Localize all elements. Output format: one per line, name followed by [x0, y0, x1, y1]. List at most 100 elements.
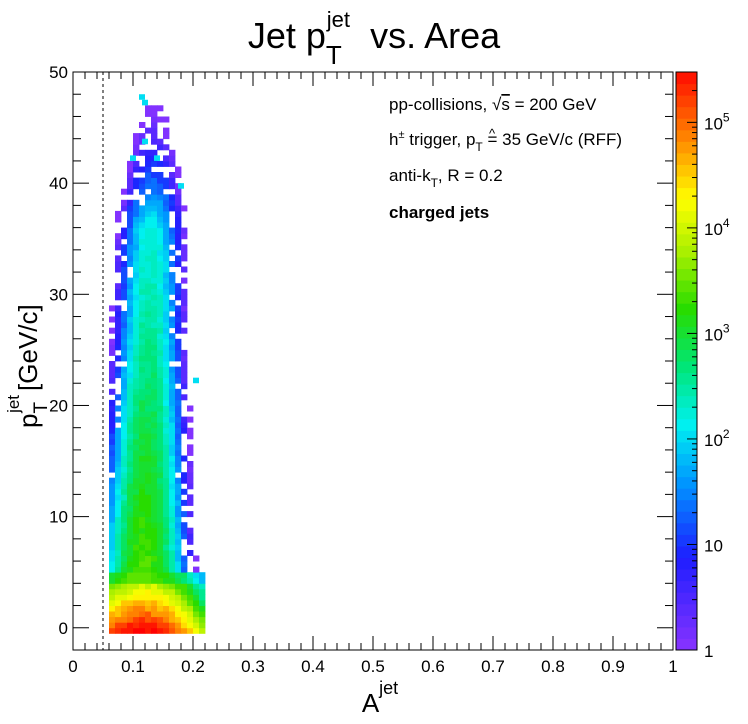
heatmap-cell — [115, 438, 122, 445]
heatmap-cell — [163, 622, 170, 629]
heatmap-cell — [127, 177, 134, 184]
heatmap-cell — [121, 272, 128, 279]
heatmap-cell — [133, 183, 140, 190]
heatmap-cell — [151, 627, 158, 634]
heatmap-cell — [151, 416, 158, 423]
heatmap-cell — [109, 561, 116, 568]
heatmap-cell — [109, 416, 116, 423]
heatmap-cell — [133, 600, 140, 606]
heatmap-cell — [139, 483, 146, 490]
heatmap-cell — [145, 316, 152, 323]
heatmap-cell — [139, 133, 146, 140]
heatmap-cell — [133, 294, 140, 301]
heatmap-cell — [145, 283, 152, 290]
heatmap-cell — [133, 550, 140, 556]
heatmap-cell — [169, 422, 176, 429]
heatmap-cell — [181, 416, 188, 423]
heatmap-cell — [109, 344, 116, 351]
heatmap-cell — [139, 516, 146, 523]
heatmap-cell — [115, 333, 122, 340]
heatmap-cell — [163, 127, 170, 134]
heatmap-cell — [169, 577, 176, 584]
heatmap-cell — [133, 494, 140, 501]
heatmap-cell — [151, 605, 158, 612]
heatmap-cell — [139, 466, 146, 473]
y-tick-label: 50 — [49, 63, 68, 82]
heatmap-cell — [175, 199, 182, 206]
heatmap-cell — [163, 611, 170, 618]
x-tick-label: 0.3 — [241, 657, 265, 676]
heatmap-cell — [169, 516, 176, 523]
heatmap-cell — [181, 472, 188, 479]
heatmap-cell — [151, 233, 158, 240]
heatmap-cell — [139, 583, 146, 590]
heatmap-cell — [163, 577, 170, 584]
heatmap-cell — [127, 583, 134, 590]
heatmap-cell — [139, 611, 146, 618]
heatmap-cell — [169, 394, 176, 401]
color-bin — [676, 222, 697, 235]
heatmap-cell — [157, 544, 164, 551]
heatmap-cell — [127, 438, 134, 445]
y-tick-label: 0 — [59, 619, 68, 638]
color-bin — [676, 326, 697, 339]
heatmap-cell — [139, 377, 146, 384]
heatmap-cell — [163, 266, 170, 273]
heatmap-cell — [157, 449, 164, 456]
color-bin — [676, 407, 697, 420]
heatmap-cell — [169, 416, 176, 423]
heatmap-cell — [163, 349, 170, 356]
heatmap-cell — [157, 227, 164, 234]
heatmap-cell — [139, 205, 146, 212]
heatmap-cell — [139, 349, 146, 356]
heatmap-cell — [127, 522, 134, 529]
color-bin — [676, 569, 697, 582]
heatmap-cell — [151, 305, 158, 312]
color-bin — [676, 615, 697, 628]
heatmap-cell — [157, 333, 164, 340]
heatmap-cell — [133, 511, 140, 518]
x-tick-label: 0.2 — [181, 657, 205, 676]
heatmap-cell — [109, 533, 116, 540]
heatmap-cell — [115, 283, 122, 290]
heatmap-cell — [151, 227, 158, 234]
heatmap-cell — [139, 333, 146, 340]
heatmap-cell — [127, 188, 134, 195]
heatmap-cell — [181, 316, 188, 323]
heatmap-cell — [127, 588, 134, 595]
heatmap-cell — [181, 499, 188, 506]
heatmap-cell — [127, 377, 134, 384]
heatmap-cell — [163, 327, 170, 334]
heatmap-cell — [139, 372, 146, 379]
heatmap-cell — [163, 333, 170, 340]
heatmap-cell — [109, 411, 116, 417]
heatmap-cell — [127, 261, 134, 267]
heatmap-cell — [109, 583, 116, 590]
heatmap-cell — [145, 494, 152, 501]
heatmap-cell — [175, 522, 182, 529]
heatmap-cell — [139, 344, 146, 351]
heatmap-cell — [127, 227, 134, 234]
heatmap-cell — [157, 355, 164, 362]
heatmap-cell — [157, 183, 164, 190]
heatmap-cell — [121, 227, 128, 234]
heatmap-cell — [121, 583, 128, 590]
heatmap-cell — [163, 533, 170, 540]
heatmap-cell — [127, 210, 134, 217]
heatmap-cell — [145, 505, 152, 512]
heatmap-cell — [121, 311, 128, 317]
heatmap-cell — [181, 366, 188, 373]
heatmap-cell — [115, 561, 122, 568]
heatmap-cell — [175, 566, 182, 573]
heatmap-cell — [163, 511, 170, 518]
heatmap-cell — [163, 361, 170, 367]
heatmap-cell — [187, 600, 194, 606]
color-bin — [676, 83, 697, 96]
heatmap-cell — [151, 172, 158, 178]
heatmap-cell — [115, 488, 122, 495]
heatmap-cell — [157, 577, 164, 584]
heatmap-cell — [181, 305, 188, 312]
heatmap-cell — [193, 600, 200, 606]
heatmap-cell — [175, 483, 182, 490]
heatmap-cell — [199, 594, 206, 601]
